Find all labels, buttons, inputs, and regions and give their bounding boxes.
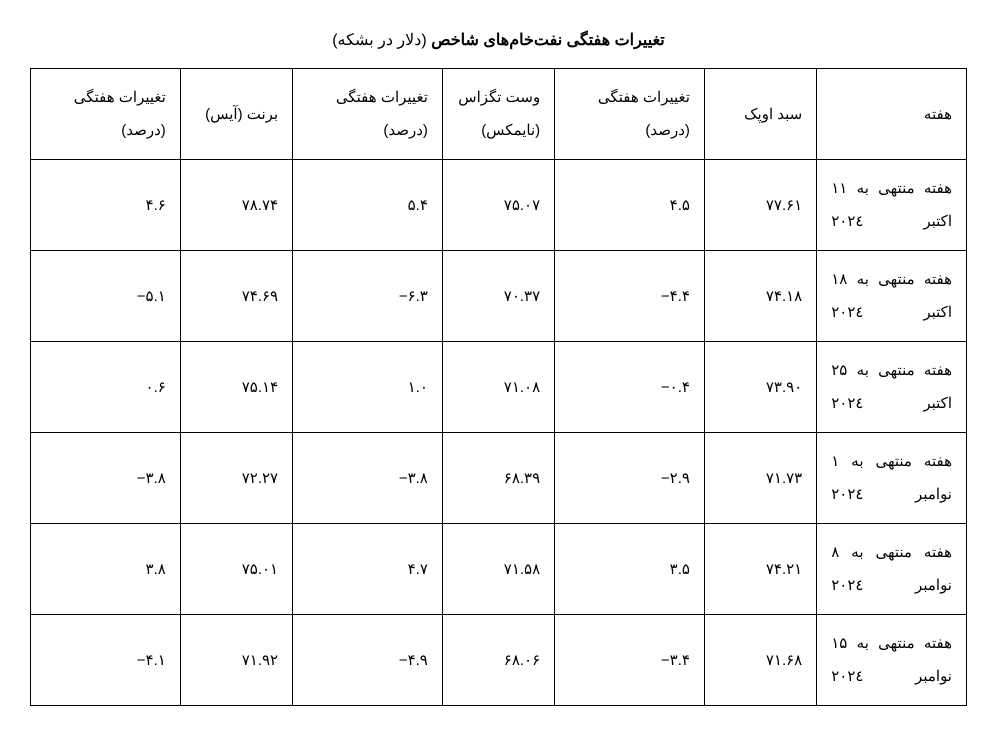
value: −۲.۹: [661, 462, 690, 495]
cell-wti-chg: −۳.۸: [293, 433, 443, 524]
value: ۶۸.۳۹: [504, 462, 540, 495]
value: ۳.۵: [670, 553, 690, 586]
value: ۷۴.۶۹: [242, 280, 278, 313]
cell-opec: ۷۴.۲۱: [704, 524, 816, 615]
cell-brent-chg: ۰.۶: [31, 342, 181, 433]
cell-opec-chg: ۴.۵: [555, 160, 705, 251]
cell-week: هفته منتهی به ۱ نوامبر ۲۰۲٤: [817, 433, 967, 524]
cell-opec-chg: −۴.۴: [555, 251, 705, 342]
value: ۶۸.۰۶: [504, 644, 540, 677]
value: ۵.۴: [408, 189, 428, 222]
cell-week: هفته منتهی به ۱۱ اکتبر ۲۰۲٤: [817, 160, 967, 251]
cell-week: هفته منتهی به ۸ نوامبر ۲۰۲٤: [817, 524, 967, 615]
cell-wti: ۷۰.۳۷: [442, 251, 554, 342]
value: ۷۰.۳۷: [504, 280, 540, 313]
title-sub: (دلار در بشکه): [332, 32, 427, 49]
cell-brent: ۷۱.۹۲: [180, 615, 292, 706]
value: ۷۱.۹۲: [242, 644, 278, 677]
cell-brent-chg: −۵.۱: [31, 251, 181, 342]
col-opec-chg: تغییرات هفتگی (درصد): [555, 69, 705, 160]
cell-brent-chg: ۴.۶: [31, 160, 181, 251]
value: −۰.۴: [661, 371, 690, 404]
value: −۵.۱: [137, 280, 166, 313]
value: ۷۴.۲۱: [766, 553, 802, 586]
cell-wti-chg: −۴.۹: [293, 615, 443, 706]
table-row: هفته منتهی به ۱۵ نوامبر ۲۰۲٤ ۷۱.۶۸ −۳.۴ ۶۸.…: [31, 615, 967, 706]
value: ۷۵.۰۱: [242, 553, 278, 586]
table-row: هفته منتهی به ۱۸ اکتبر ۲۰۲٤ ۷۴.۱۸ −۴.۴ ۷۰.۳…: [31, 251, 967, 342]
cell-week: هفته منتهی به ۲۵ اکتبر ۲۰۲٤: [817, 342, 967, 433]
cell-brent: ۷۴.۶۹: [180, 251, 292, 342]
table-row: هفته منتهی به ۱۱ اکتبر ۲۰۲٤ ۷۷.۶۱ ۴.۵ ۷۵.۰۷…: [31, 160, 967, 251]
value: ۷۷.۶۱: [766, 189, 802, 222]
cell-opec: ۷۷.۶۱: [704, 160, 816, 251]
cell-opec: ۷۱.۶۸: [704, 615, 816, 706]
value: −۳.۴: [661, 644, 690, 677]
value: ۴.۶: [146, 189, 166, 222]
value: ۴.۷: [408, 553, 428, 586]
value: ۷۴.۱۸: [766, 280, 802, 313]
cell-brent-chg: ۳.۸: [31, 524, 181, 615]
cell-wti-chg: ۴.۷: [293, 524, 443, 615]
title-main: تغییرات هفتگی نفت‌خام‌های شاخص: [431, 32, 665, 49]
oil-price-table: هفته سبد اوپک تغییرات هفتگی (درصد) وست ت…: [30, 68, 967, 706]
col-opec: سبد اوپک: [704, 69, 816, 160]
cell-brent: ۷۵.۱۴: [180, 342, 292, 433]
cell-week: هفته منتهی به ۱۵ نوامبر ۲۰۲٤: [817, 615, 967, 706]
cell-opec-chg: −۲.۹: [555, 433, 705, 524]
value: ۰.۶: [146, 371, 166, 404]
value: −۴.۱: [137, 644, 166, 677]
cell-brent-chg: −۳.۸: [31, 433, 181, 524]
cell-week: هفته منتهی به ۱۸ اکتبر ۲۰۲٤: [817, 251, 967, 342]
cell-wti: ۶۸.۰۶: [442, 615, 554, 706]
cell-brent-chg: −۴.۱: [31, 615, 181, 706]
cell-opec: ۷۱.۷۳: [704, 433, 816, 524]
cell-wti-chg: ۵.۴: [293, 160, 443, 251]
value: ۷۱.۶۸: [766, 644, 802, 677]
col-brent-chg: تغییرات هفتگی (درصد): [31, 69, 181, 160]
col-wti-chg: تغییرات هفتگی (درصد): [293, 69, 443, 160]
cell-opec-chg: ۳.۵: [555, 524, 705, 615]
cell-opec-chg: −۳.۴: [555, 615, 705, 706]
value: ۷۳.۹۰: [766, 371, 802, 404]
value: ۱.۰: [408, 371, 428, 404]
cell-wti: ۷۱.۰۸: [442, 342, 554, 433]
cell-brent: ۷۵.۰۱: [180, 524, 292, 615]
table-body: هفته منتهی به ۱۱ اکتبر ۲۰۲٤ ۷۷.۶۱ ۴.۵ ۷۵.۰۷…: [31, 160, 967, 706]
cell-brent: ۷۸.۷۴: [180, 160, 292, 251]
table-row: هفته منتهی به ۲۵ اکتبر ۲۰۲٤ ۷۳.۹۰ −۰.۴ ۷۱.۰…: [31, 342, 967, 433]
cell-opec: ۷۳.۹۰: [704, 342, 816, 433]
value: −۳.۸: [399, 462, 428, 495]
cell-wti-chg: −۶.۳: [293, 251, 443, 342]
value: −۶.۳: [399, 280, 428, 313]
value: −۴.۴: [661, 280, 690, 313]
table-row: هفته منتهی به ۸ نوامبر ۲۰۲٤ ۷۴.۲۱ ۳.۵ ۷۱.۵۸…: [31, 524, 967, 615]
cell-brent: ۷۲.۲۷: [180, 433, 292, 524]
value: ۷۵.۱۴: [242, 371, 278, 404]
cell-wti-chg: ۱.۰: [293, 342, 443, 433]
cell-opec: ۷۴.۱۸: [704, 251, 816, 342]
col-week: هفته: [817, 69, 967, 160]
table-container: تغییرات هفتگی نفت‌خام‌های شاخص (دلار در …: [30, 30, 967, 706]
value: ۷۱.۷۳: [766, 462, 802, 495]
value: −۳.۸: [137, 462, 166, 495]
value: ۷۱.۵۸: [504, 553, 540, 586]
table-row: هفته منتهی به ۱ نوامبر ۲۰۲٤ ۷۱.۷۳ −۲.۹ ۶۸.۳…: [31, 433, 967, 524]
value: ۷۲.۲۷: [242, 462, 278, 495]
cell-wti: ۷۱.۵۸: [442, 524, 554, 615]
col-wti: وست تگزاس (نایمکس): [442, 69, 554, 160]
page-title: تغییرات هفتگی نفت‌خام‌های شاخص (دلار در …: [30, 30, 967, 50]
value: ۷۸.۷۴: [242, 189, 278, 222]
value: ۷۱.۰۸: [504, 371, 540, 404]
value: −۴.۹: [399, 644, 428, 677]
table-header-row: هفته سبد اوپک تغییرات هفتگی (درصد) وست ت…: [31, 69, 967, 160]
cell-wti: ۷۵.۰۷: [442, 160, 554, 251]
cell-opec-chg: −۰.۴: [555, 342, 705, 433]
value: ۷۵.۰۷: [504, 189, 540, 222]
cell-wti: ۶۸.۳۹: [442, 433, 554, 524]
value: ۴.۵: [670, 189, 690, 222]
value: ۳.۸: [146, 553, 166, 586]
col-brent: برنت (آیس): [180, 69, 292, 160]
